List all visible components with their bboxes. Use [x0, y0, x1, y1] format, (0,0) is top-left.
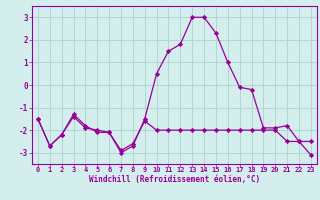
X-axis label: Windchill (Refroidissement éolien,°C): Windchill (Refroidissement éolien,°C) — [89, 175, 260, 184]
